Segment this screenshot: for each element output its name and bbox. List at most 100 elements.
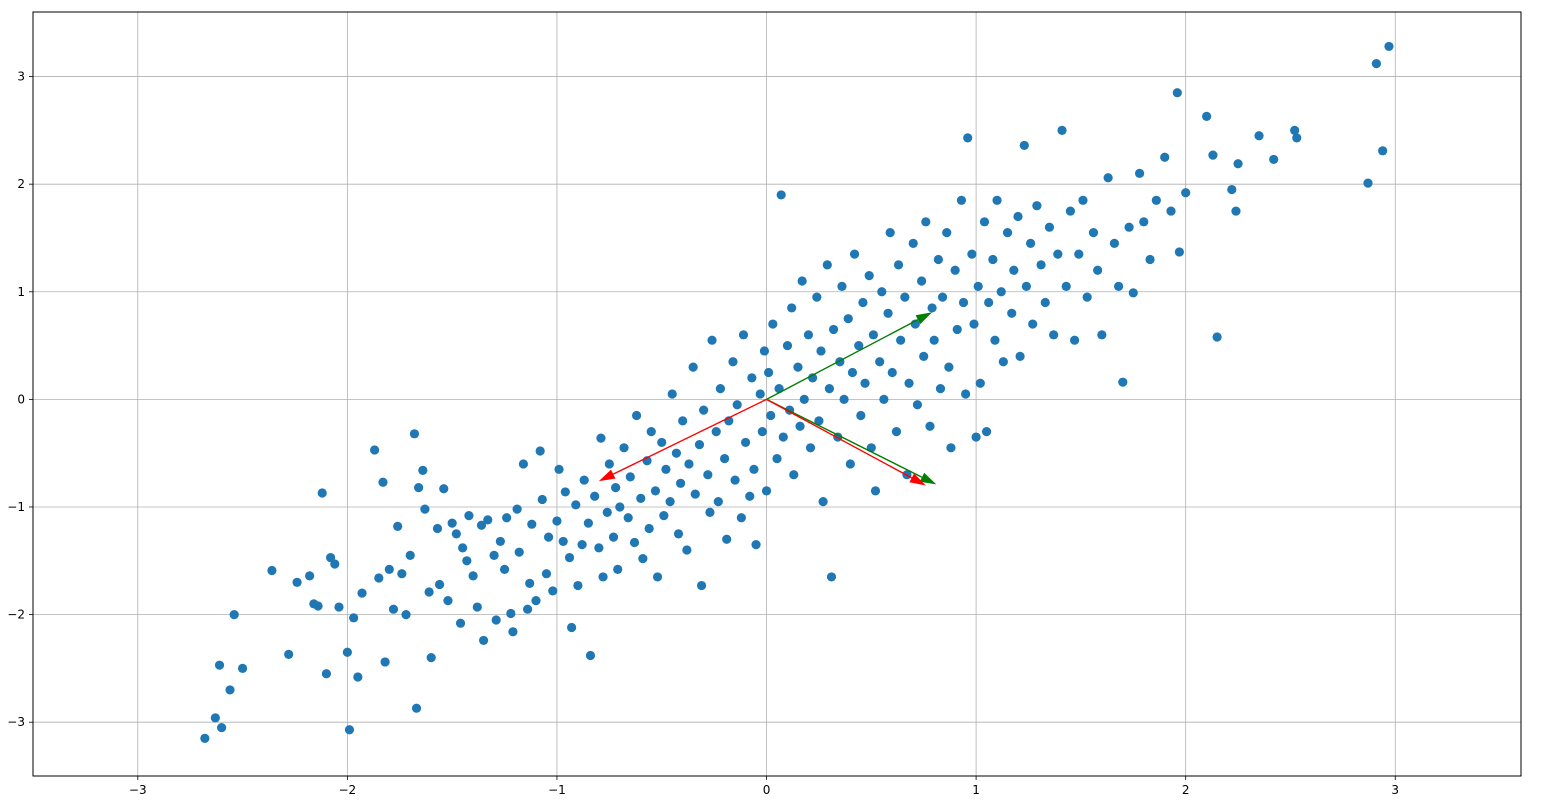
data-point	[879, 394, 889, 404]
data-point	[330, 559, 340, 569]
data-point	[491, 615, 501, 625]
data-point	[523, 604, 533, 614]
data-point	[661, 464, 671, 474]
y-tick-label: −1	[7, 500, 25, 514]
data-point	[1166, 206, 1176, 216]
data-point	[1114, 281, 1124, 291]
data-point	[370, 445, 380, 455]
x-tick-label: 2	[1182, 783, 1190, 797]
data-point	[596, 433, 606, 443]
data-point	[434, 579, 445, 590]
data-point	[1292, 133, 1302, 143]
data-point	[334, 602, 344, 612]
data-point	[418, 465, 428, 475]
data-point	[508, 627, 518, 637]
data-point	[996, 287, 1006, 297]
data-point	[535, 446, 545, 456]
data-point	[414, 483, 424, 493]
data-point	[998, 357, 1008, 367]
data-point	[1208, 150, 1218, 160]
data-point	[1174, 247, 1184, 257]
data-point	[690, 489, 700, 499]
data-point	[342, 647, 352, 657]
data-point	[397, 569, 407, 579]
data-point	[1363, 178, 1373, 188]
data-point	[816, 346, 826, 356]
data-point	[443, 596, 453, 606]
data-point	[353, 672, 363, 682]
x-tick-label: −1	[548, 783, 566, 797]
data-point	[1109, 238, 1120, 248]
data-point	[313, 601, 323, 611]
data-point	[738, 330, 749, 340]
data-point	[409, 429, 420, 439]
data-point	[1061, 281, 1071, 291]
data-point	[650, 486, 661, 496]
data-point	[1181, 188, 1191, 198]
data-point	[847, 367, 858, 378]
data-point	[638, 554, 648, 564]
data-point	[629, 537, 640, 548]
data-point	[1231, 206, 1241, 216]
data-point	[864, 271, 874, 281]
data-point	[644, 523, 654, 534]
data-point	[537, 494, 547, 505]
data-point	[805, 443, 816, 453]
data-point	[822, 260, 832, 270]
data-point	[499, 564, 510, 574]
vector-arrow-shaft	[766, 398, 913, 479]
data-point	[393, 521, 403, 531]
vector-arrow-head	[598, 469, 616, 482]
data-point	[745, 491, 755, 501]
data-point	[525, 578, 535, 588]
data-point	[349, 613, 359, 623]
data-point	[1160, 152, 1170, 162]
data-point	[598, 572, 608, 582]
vector-arrow-head	[915, 312, 933, 325]
data-point	[615, 502, 625, 512]
data-point	[967, 249, 977, 259]
data-point	[583, 518, 593, 528]
data-point	[768, 319, 778, 329]
data-point	[856, 410, 866, 421]
data-point	[789, 470, 799, 480]
data-point	[1036, 260, 1046, 270]
data-point	[933, 254, 943, 265]
data-point	[675, 478, 686, 488]
data-point	[885, 227, 895, 238]
data-point	[694, 439, 705, 450]
data-point	[925, 421, 935, 431]
data-point	[305, 571, 315, 581]
data-point	[858, 297, 868, 308]
data-point	[759, 346, 770, 356]
data-point	[1057, 125, 1067, 135]
data-point	[573, 580, 583, 591]
data-point	[548, 586, 558, 596]
data-point	[447, 518, 457, 528]
data-point	[380, 657, 390, 667]
data-point	[623, 513, 633, 523]
vector-arrow-shaft	[766, 398, 923, 478]
data-point	[594, 543, 604, 553]
data-point	[590, 491, 600, 501]
data-point	[558, 536, 568, 547]
data-point	[900, 292, 910, 302]
data-point	[541, 569, 552, 579]
data-point	[877, 287, 887, 297]
data-point	[321, 669, 332, 679]
data-point	[284, 649, 294, 660]
data-point	[567, 622, 577, 633]
data-point	[812, 292, 822, 302]
data-point	[608, 532, 619, 542]
data-point	[1269, 154, 1279, 165]
data-point	[1065, 206, 1076, 216]
data-point	[527, 519, 537, 529]
data-point	[703, 470, 713, 480]
data-point	[799, 394, 809, 404]
data-point	[210, 713, 220, 723]
x-tick-label: 3	[1391, 783, 1399, 797]
data-point	[730, 475, 740, 485]
data-point	[217, 722, 227, 733]
data-point	[803, 330, 814, 340]
